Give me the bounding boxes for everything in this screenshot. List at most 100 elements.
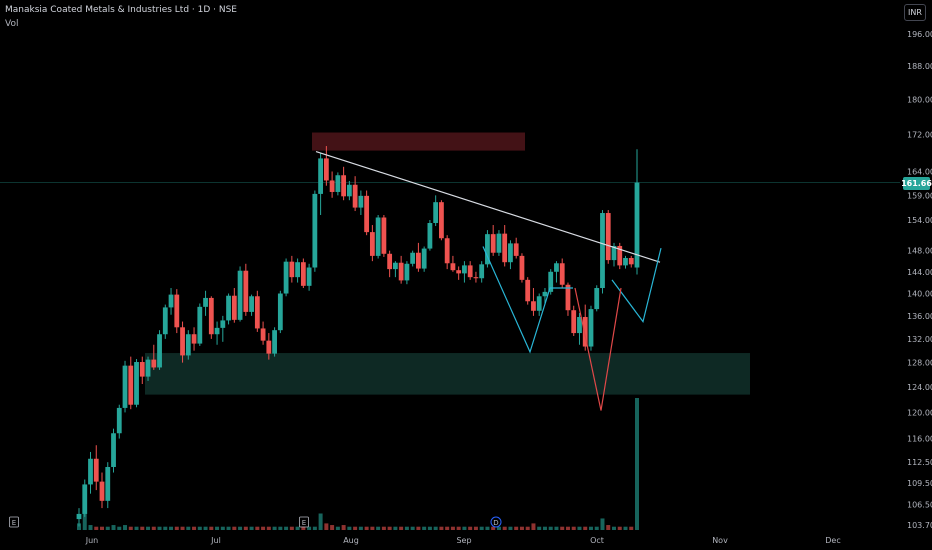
y-tick-label: 109.50	[907, 479, 932, 488]
candle-body	[502, 233, 508, 263]
candle-body	[352, 184, 358, 208]
volume-bar	[105, 526, 110, 530]
volume-bar	[491, 526, 496, 530]
volume-bar	[508, 526, 513, 530]
y-tick-label: 180.00	[907, 96, 932, 105]
volume-bar	[617, 526, 622, 530]
volume-bar	[117, 526, 122, 530]
volume-bar	[174, 526, 179, 530]
candle-body	[226, 295, 231, 321]
volume-bar	[588, 526, 593, 530]
pattern-line-red	[574, 287, 622, 411]
volume-bar	[594, 526, 599, 530]
trendline	[315, 150, 661, 263]
volume-bar	[324, 523, 329, 530]
event-marker-label: E	[302, 519, 306, 527]
candle-body	[416, 252, 421, 269]
candle-body	[151, 359, 157, 368]
volume-bar	[514, 526, 519, 530]
volume-bar	[278, 526, 283, 530]
volume-bar	[180, 526, 185, 530]
volume-bar	[151, 526, 156, 530]
volume-bar	[82, 510, 87, 530]
volume-bar	[238, 526, 243, 530]
candle-body	[231, 295, 237, 320]
volume-bar	[266, 526, 271, 530]
candle-body	[237, 270, 243, 320]
candle-body	[105, 466, 111, 501]
candle-body	[197, 306, 203, 344]
candle-body	[180, 327, 185, 356]
candle-body	[220, 320, 226, 328]
candle-body	[358, 195, 364, 208]
volume-bar	[399, 526, 404, 530]
candle-body	[369, 232, 375, 256]
candle-body	[508, 243, 513, 263]
volume-bar	[479, 526, 484, 530]
x-tick-label: Nov	[712, 536, 728, 545]
volume-bar	[77, 523, 81, 530]
volume-bar	[502, 526, 507, 530]
volume-bar	[243, 526, 248, 530]
volume-bar	[301, 526, 306, 530]
currency-button[interactable]: INR	[904, 4, 926, 21]
volume-bar	[140, 526, 145, 530]
volume-bar	[123, 525, 128, 530]
volume-bar	[358, 526, 363, 530]
volume-bar	[284, 526, 289, 530]
last-price-badge: 161.66	[901, 177, 932, 190]
candle-body	[122, 365, 128, 408]
candle-body	[289, 261, 295, 278]
volume-bar	[88, 525, 93, 530]
volume-bar	[330, 525, 335, 530]
volume-bar	[422, 526, 427, 530]
volume-bar	[215, 526, 220, 530]
volume-bar	[606, 525, 611, 530]
volume-bar	[226, 526, 231, 530]
candle-body	[174, 294, 180, 328]
volume-bar	[525, 526, 530, 530]
volume-bar	[347, 526, 352, 530]
candle-body	[93, 458, 99, 482]
candle-body	[82, 484, 88, 514]
y-tick-label: 116.00	[907, 435, 932, 444]
y-tick-label: 154.00	[907, 216, 932, 225]
candle-body	[456, 270, 462, 274]
candle-body	[134, 362, 139, 405]
volume-bar	[473, 526, 478, 530]
volume-bar	[468, 526, 473, 530]
candle-body	[485, 234, 490, 265]
candle-body	[582, 317, 588, 347]
y-tick-label: 136.00	[907, 312, 932, 321]
candle-body	[479, 264, 485, 279]
volume-bar	[376, 526, 381, 530]
candle-body	[433, 202, 439, 224]
volume-bar	[462, 526, 467, 530]
candle-body	[243, 270, 249, 312]
candle-body	[565, 284, 571, 311]
volume-bar	[249, 526, 254, 530]
candle-body	[346, 184, 352, 197]
volume-bar	[364, 526, 369, 530]
y-tick-label: 148.00	[907, 247, 932, 256]
candle-body	[427, 223, 433, 249]
candle-body	[605, 213, 611, 261]
candle-body	[398, 262, 404, 281]
volume-bar	[611, 526, 616, 530]
candle-body	[335, 175, 341, 192]
volume-bar	[381, 526, 386, 530]
candle-body	[496, 233, 502, 253]
x-tick-label: Oct	[590, 536, 604, 545]
volume-bar	[519, 526, 524, 530]
candle-body	[634, 182, 640, 268]
x-tick-label: Aug	[343, 536, 359, 545]
y-tick-label: 120.00	[907, 408, 932, 417]
candle-body	[162, 307, 168, 335]
volume-label: Vol	[5, 19, 19, 29]
candle-body	[623, 257, 628, 266]
candle-body	[364, 195, 370, 233]
candle-body	[467, 265, 473, 278]
y-tick-label: 112.50	[907, 458, 932, 467]
candle-body	[260, 328, 266, 341]
